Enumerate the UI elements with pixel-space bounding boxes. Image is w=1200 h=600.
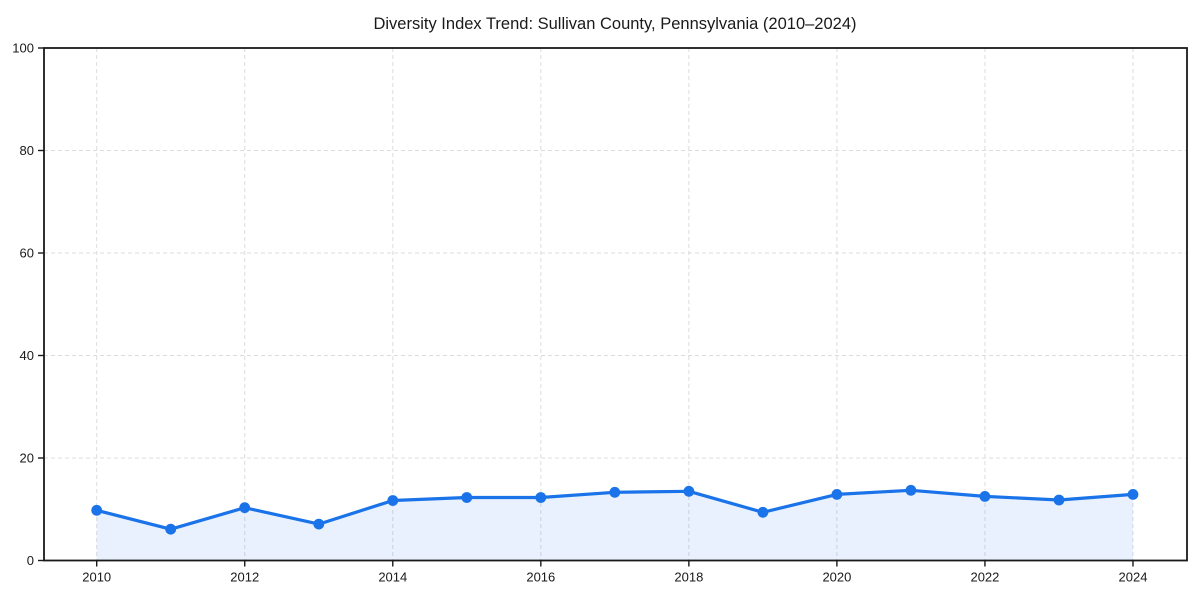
x-axis-tick-label: 2018 xyxy=(674,570,703,585)
data-point xyxy=(239,502,251,514)
x-axis-tick-label: 2012 xyxy=(230,570,259,585)
x-axis-tick-label: 2020 xyxy=(822,570,851,585)
x-axis-tick-label: 2016 xyxy=(526,570,555,585)
data-point xyxy=(831,489,843,500)
data-point xyxy=(91,504,103,516)
y-axis-tick-label: 60 xyxy=(20,246,34,261)
data-point xyxy=(387,495,399,506)
data-point xyxy=(1053,494,1065,506)
y-axis-tick-label: 0 xyxy=(27,553,34,568)
data-point xyxy=(1127,489,1139,500)
data-point xyxy=(313,518,325,530)
y-axis-tick-label: 80 xyxy=(20,143,34,158)
data-point xyxy=(535,492,547,503)
y-axis-tick-label: 100 xyxy=(12,41,34,56)
plot-border xyxy=(43,47,1188,562)
x-axis-tick-label: 2022 xyxy=(970,570,999,585)
data-point xyxy=(165,523,177,535)
data-point xyxy=(979,491,991,502)
x-axis-tick-label: 2010 xyxy=(82,570,111,585)
x-axis-tick-label: 2024 xyxy=(1119,570,1148,585)
data-point xyxy=(609,486,621,498)
data-point xyxy=(757,506,769,518)
chart-title: Diversity Index Trend: Sullivan County, … xyxy=(373,15,856,33)
data-point xyxy=(461,492,473,503)
data-point xyxy=(905,484,917,496)
y-axis-tick-label: 40 xyxy=(20,348,34,363)
x-axis-tick-label: 2014 xyxy=(378,570,407,585)
y-axis-tick-label: 20 xyxy=(20,451,34,466)
data-point xyxy=(683,485,695,497)
area-fill xyxy=(96,490,1134,561)
